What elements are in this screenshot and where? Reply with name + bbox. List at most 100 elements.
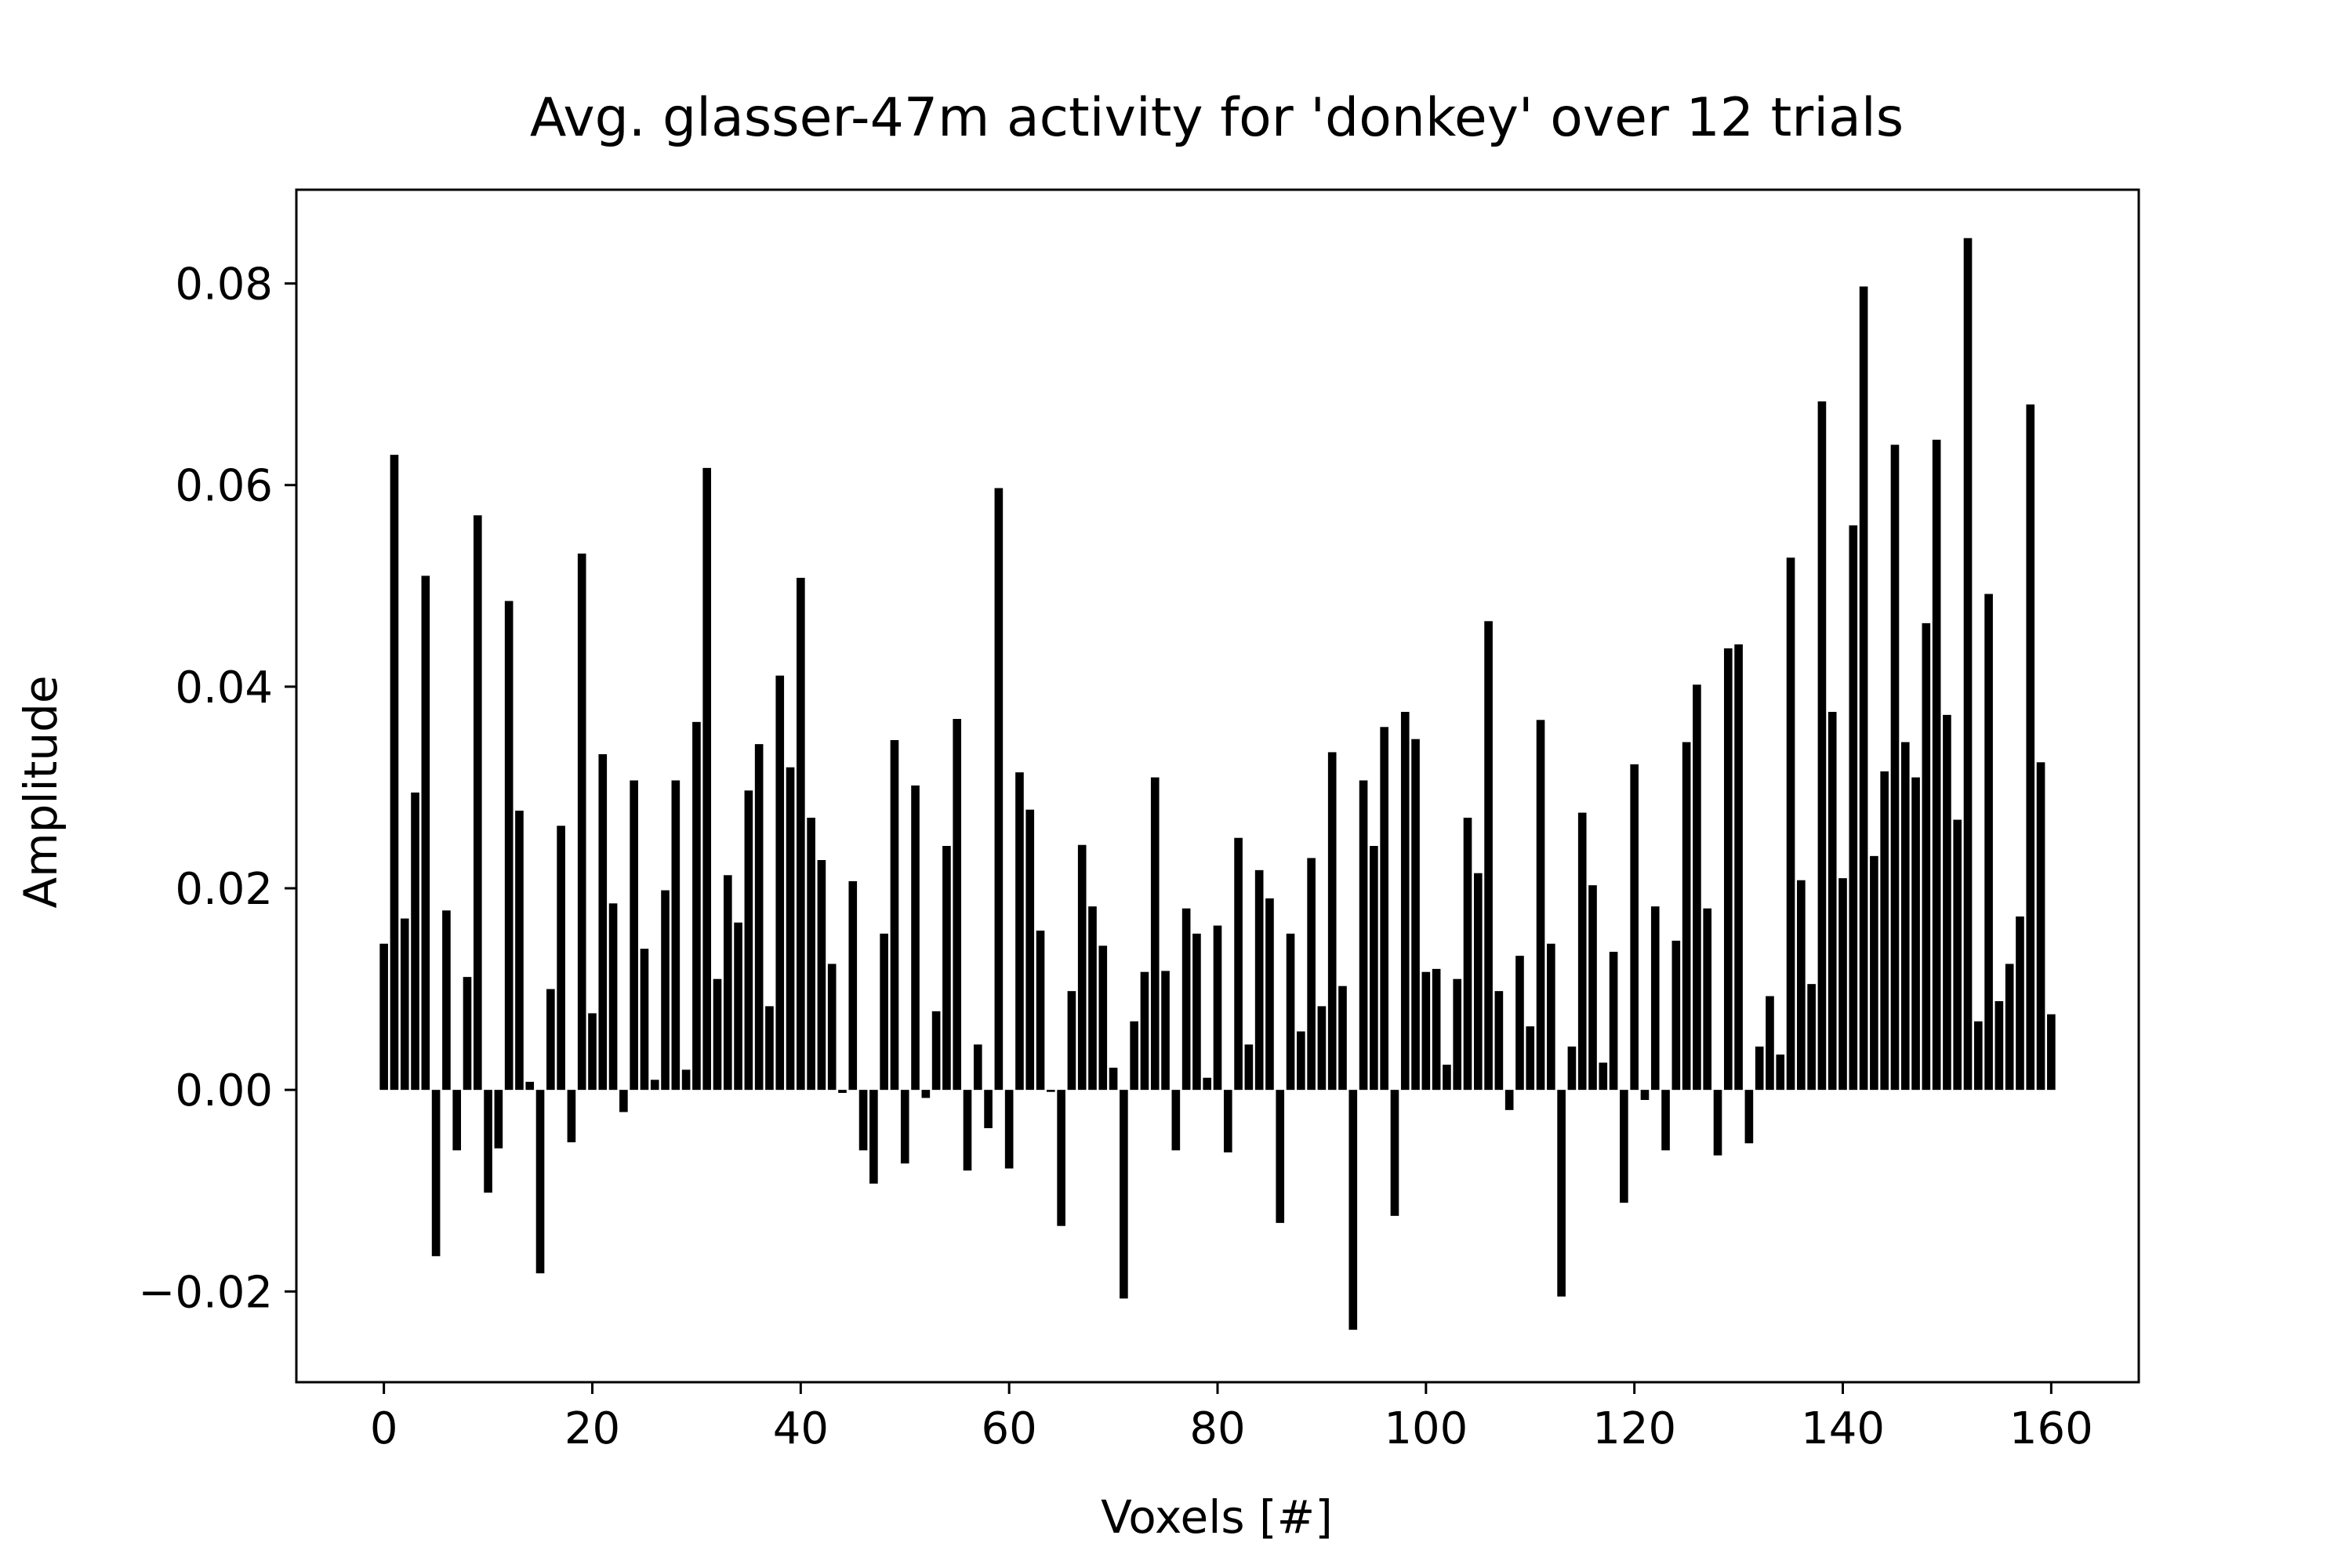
bar	[411, 792, 419, 1091]
bar	[848, 881, 858, 1091]
bar	[931, 1011, 941, 1091]
bar	[608, 903, 618, 1091]
bar	[900, 1090, 909, 1163]
y-tick-label: 0.02	[175, 864, 273, 915]
x-tick-label: 0	[370, 1403, 398, 1454]
x-tick-label: 140	[1801, 1403, 1885, 1454]
bar	[1400, 712, 1410, 1091]
bar	[1557, 1090, 1566, 1297]
bar	[1599, 1062, 1608, 1091]
bar	[1766, 996, 1774, 1091]
bar	[1223, 1090, 1232, 1152]
bar	[1443, 1065, 1451, 1091]
bar	[1286, 933, 1295, 1091]
bar	[1849, 525, 1858, 1091]
y-axis-label: Amplitude	[14, 675, 67, 908]
bar	[1484, 621, 1493, 1091]
bar	[1338, 985, 1347, 1091]
x-tick-label: 20	[564, 1403, 620, 1454]
bar	[640, 949, 649, 1091]
bar	[1577, 812, 1587, 1091]
bar	[1526, 1026, 1535, 1091]
bar	[723, 875, 732, 1091]
bar	[1140, 971, 1149, 1091]
bar	[1838, 878, 1847, 1091]
bar	[1682, 742, 1691, 1091]
bar	[1025, 809, 1035, 1091]
bar	[1390, 1090, 1399, 1216]
bar	[1098, 946, 1108, 1091]
bar	[1620, 1090, 1628, 1203]
bar	[1453, 978, 1462, 1091]
bar	[1734, 644, 1743, 1091]
x-axis-label: Voxels [#]	[1101, 1490, 1333, 1544]
bar	[1203, 1077, 1212, 1091]
bar	[797, 578, 805, 1091]
bar	[400, 918, 409, 1091]
bar	[817, 860, 826, 1091]
x-axis-ticks: 0 20 40 60 80 100 120 140 160	[370, 1382, 2093, 1454]
bar	[858, 1090, 868, 1151]
bar	[515, 811, 524, 1091]
bar	[1171, 1090, 1181, 1151]
bar	[1859, 286, 1868, 1091]
bar	[681, 1069, 691, 1091]
bar	[1015, 772, 1024, 1091]
bar	[1713, 1090, 1722, 1156]
bar	[1973, 1021, 1983, 1091]
bar	[1671, 940, 1681, 1091]
bar	[1609, 952, 1618, 1091]
bar	[1870, 855, 1878, 1091]
bar	[598, 754, 608, 1091]
bar	[535, 1090, 545, 1274]
bar	[546, 989, 555, 1091]
bar	[1161, 971, 1170, 1091]
bar	[1047, 1090, 1055, 1092]
y-tick-label: 0.00	[175, 1065, 273, 1116]
bar	[1515, 956, 1524, 1091]
bar	[754, 744, 764, 1091]
bar	[452, 1090, 462, 1151]
bar	[1181, 908, 1191, 1091]
bar	[1984, 593, 1993, 1091]
bar	[1473, 873, 1483, 1091]
bar	[484, 1090, 492, 1193]
bar	[807, 818, 815, 1091]
bar	[557, 826, 565, 1091]
bar	[1109, 1067, 1118, 1091]
bar	[1348, 1090, 1358, 1330]
bar	[431, 1090, 441, 1257]
bar	[973, 1044, 982, 1091]
bar	[1004, 1090, 1014, 1169]
bar	[661, 890, 670, 1091]
bar	[577, 554, 586, 1091]
bar	[1755, 1046, 1764, 1091]
chart-title: Avg. glasser-47m activity for 'donkey' o…	[530, 87, 1904, 149]
bar	[1411, 739, 1420, 1091]
bar	[1254, 869, 1264, 1091]
bar	[713, 978, 722, 1091]
bar	[1880, 771, 1889, 1091]
bar	[1067, 991, 1076, 1091]
bar	[1192, 933, 1201, 1091]
x-tick-label: 40	[773, 1403, 829, 1454]
bar	[2016, 916, 2024, 1091]
bar	[692, 721, 701, 1091]
bar	[1650, 906, 1660, 1091]
plot-frame	[295, 188, 2140, 1384]
bar	[1244, 1044, 1254, 1091]
bar	[2026, 404, 2035, 1091]
bar	[827, 964, 837, 1091]
bar	[1327, 752, 1337, 1091]
bar	[1317, 1006, 1327, 1091]
bar	[1432, 968, 1441, 1091]
bar	[744, 790, 753, 1091]
bar	[1276, 1090, 1285, 1223]
bar	[838, 1090, 847, 1093]
bar	[1817, 401, 1827, 1091]
x-tick-label: 160	[2009, 1403, 2093, 1454]
bar	[2005, 964, 2014, 1091]
bar	[379, 943, 388, 1091]
bar	[1900, 742, 1910, 1091]
